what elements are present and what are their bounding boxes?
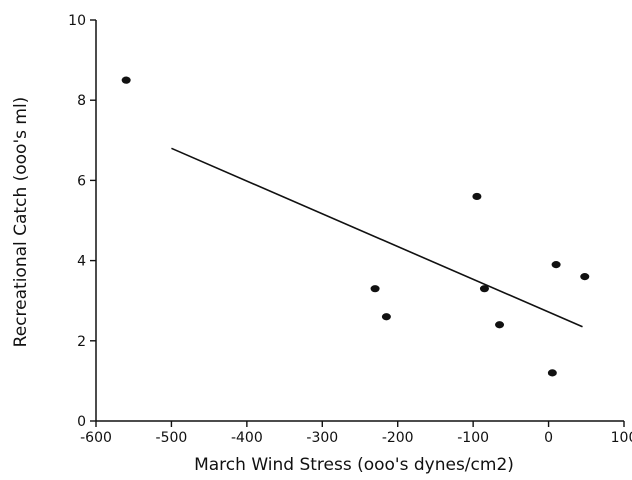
y-tick-label: 2 xyxy=(77,334,86,350)
y-tick-label: 8 xyxy=(77,93,86,109)
x-tick-label: 100 xyxy=(611,430,632,446)
data-point xyxy=(382,313,391,320)
axes xyxy=(96,20,624,421)
y-tick-label: 10 xyxy=(68,13,86,29)
y-ticks: 0 2 4 6 8 10 xyxy=(68,13,96,430)
data-point xyxy=(122,77,131,84)
data-point xyxy=(371,285,380,292)
data-point xyxy=(480,285,489,292)
x-tick-label: -100 xyxy=(457,430,489,446)
data-points xyxy=(122,77,590,377)
data-point xyxy=(548,369,557,376)
x-tick-label: -600 xyxy=(80,430,112,446)
data-point xyxy=(552,261,561,268)
x-tick-label: -200 xyxy=(382,430,414,446)
x-tick-label: -400 xyxy=(231,430,263,446)
y-tick-label: 6 xyxy=(77,173,86,189)
x-ticks: -600 -500 -400 -300 -200 -100 0 100 xyxy=(80,421,632,446)
trend-line xyxy=(171,148,582,326)
data-point xyxy=(580,273,589,280)
x-tick-label: 0 xyxy=(544,430,553,446)
x-axis-title: March Wind Stress (ooo's dynes/cm2) xyxy=(194,455,514,475)
y-tick-label: 4 xyxy=(77,254,86,270)
x-tick-label: -300 xyxy=(306,430,338,446)
x-tick-label: -500 xyxy=(156,430,188,446)
data-point xyxy=(495,321,504,328)
data-point xyxy=(472,193,481,200)
y-tick-label: 0 xyxy=(77,414,86,430)
y-axis-title: Recreational Catch (ooo's ml) xyxy=(11,97,31,348)
